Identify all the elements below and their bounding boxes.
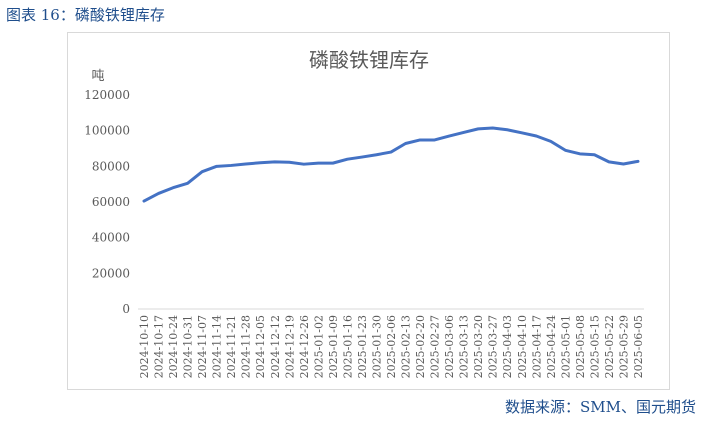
figure-caption: 图表 16：磷酸铁锂库存: [6, 6, 165, 24]
x-tick-label: 2025-01-30: [370, 315, 383, 378]
y-tick-label: 80000: [92, 159, 130, 173]
x-tick-label: 2025-01-09: [327, 315, 340, 378]
x-tick-label: 2024-11-14: [211, 315, 224, 378]
y-tick-label: 40000: [92, 231, 130, 245]
y-tick-label: 120000: [84, 88, 130, 102]
x-tick-label: 2025-03-20: [472, 315, 485, 378]
x-tick-label: 2024-12-12: [269, 315, 282, 378]
x-tick-label: 2024-12-05: [254, 315, 267, 378]
x-tick-label: 2025-01-23: [356, 315, 369, 378]
x-tick-label: 2025-03-06: [443, 315, 456, 378]
y-tick-label: 100000: [84, 124, 130, 138]
x-tick-label: 2024-12-26: [298, 315, 311, 378]
x-tick-label: 2025-02-06: [385, 315, 398, 378]
y-tick-label: 60000: [92, 195, 130, 209]
y-tick-label: 20000: [92, 266, 130, 280]
y-tick-label: 0: [122, 302, 130, 316]
y-axis: 0 20000 40000 60000 80000 100000 120000: [84, 88, 130, 316]
y-axis-unit-label: 吨: [91, 69, 104, 84]
x-tick-label: 2024-11-21: [225, 315, 238, 378]
x-tick-label: 2025-04-24: [545, 315, 558, 378]
x-tick-label: 2025-05-15: [588, 315, 601, 378]
data-source-note: 数据来源：SMM、国元期货: [505, 398, 696, 416]
chart-title: 磷酸铁锂库存: [309, 48, 429, 72]
x-tick-label: 2024-10-10: [138, 315, 151, 378]
x-tick-label: 2025-05-01: [559, 315, 572, 378]
x-tick-label: 2025-05-29: [617, 315, 630, 378]
chart-frame: [67, 32, 670, 390]
x-tick-label: 2025-04-10: [516, 315, 529, 378]
x-tick-label: 2025-03-27: [487, 315, 500, 378]
x-tick-label: 2025-02-13: [400, 315, 413, 378]
x-tick-label: 2025-02-20: [414, 315, 427, 378]
series-line: [142, 126, 640, 203]
x-tick-label: 2024-10-24: [167, 315, 180, 378]
x-tick-label: 2024-10-17: [153, 315, 166, 378]
x-tick-label: 2025-05-08: [574, 315, 587, 378]
x-tick-label: 2025-02-27: [429, 315, 442, 378]
x-tick-label: 2025-01-02: [312, 315, 325, 378]
x-tick-label: 2025-04-03: [501, 315, 514, 378]
x-tick-label: 2025-04-17: [530, 315, 543, 378]
x-tick-label: 2025-06-05: [632, 315, 645, 378]
x-axis: 2024-10-10 2024-10-17 2024-10-24 2024-10-31…: [138, 315, 645, 378]
x-tick-label: 2024-11-28: [240, 315, 253, 378]
x-tick-label: 2025-03-13: [458, 315, 471, 378]
x-tick-label: 2024-11-07: [196, 315, 209, 378]
x-tick-label: 2024-10-31: [182, 315, 195, 378]
x-tick-label: 2025-05-22: [603, 315, 616, 378]
x-tick-label: 2024-12-19: [283, 315, 296, 378]
x-tick-label: 2025-01-16: [341, 315, 354, 378]
